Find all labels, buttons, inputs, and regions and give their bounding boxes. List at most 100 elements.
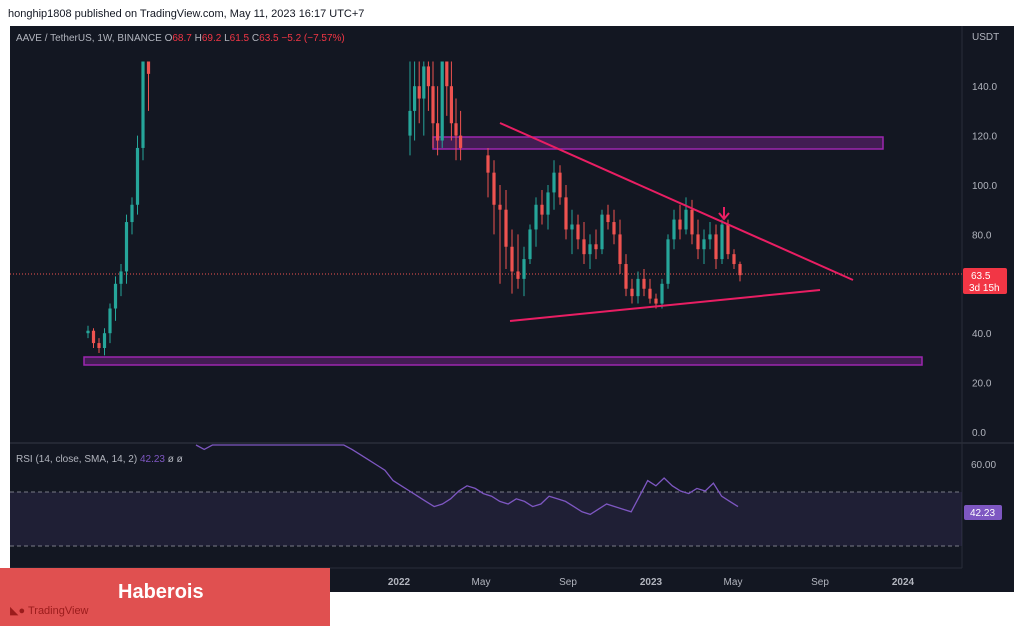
candle-body bbox=[546, 192, 550, 215]
candle-body bbox=[108, 308, 112, 334]
candle-body bbox=[486, 155, 490, 173]
price-badge-countdown: 3d 15h bbox=[969, 283, 1000, 294]
high-value: 69.2 bbox=[201, 33, 222, 44]
candle-body bbox=[408, 110, 412, 136]
candle-body bbox=[570, 224, 574, 230]
candle-body bbox=[630, 288, 634, 297]
down-arrow-icon bbox=[718, 207, 730, 221]
candle-body bbox=[130, 204, 134, 223]
watermark-title: Haberois bbox=[118, 581, 204, 603]
rsi-axis-tick: 60.00 bbox=[971, 460, 996, 471]
open-label: O bbox=[164, 33, 173, 44]
watermark-banner bbox=[0, 568, 330, 626]
candle-body bbox=[522, 259, 526, 279]
close-value: 63.5 bbox=[259, 33, 279, 44]
candle-body bbox=[97, 343, 101, 349]
low-value: 61.5 bbox=[229, 33, 250, 44]
rsi-value: 42.23 bbox=[139, 454, 165, 465]
candle-body bbox=[588, 244, 592, 255]
time-tick-label: 2023 bbox=[640, 577, 663, 588]
candle-body bbox=[576, 224, 580, 240]
tradingview-brand: TradingView bbox=[27, 605, 89, 617]
symbol-legend[interactable]: AAVE / TetherUS, 1W, BINANCE O68.7 H69.2… bbox=[16, 33, 345, 44]
candle-body bbox=[714, 234, 718, 260]
candle-body bbox=[119, 271, 123, 284]
candle-body bbox=[606, 214, 610, 223]
rsi-label: RSI (14, close, SMA, 14, 2) bbox=[16, 454, 138, 465]
rsi-band bbox=[10, 492, 962, 546]
candle-body bbox=[720, 224, 724, 260]
candle-body bbox=[445, 61, 449, 87]
publish-info: honghip1808 published on TradingView.com… bbox=[8, 8, 365, 20]
resistance-zone[interactable] bbox=[432, 136, 884, 150]
candle-body bbox=[113, 283, 118, 309]
candle-body bbox=[431, 86, 435, 124]
time-tick-label: May bbox=[724, 577, 743, 588]
support-zone[interactable] bbox=[83, 356, 923, 366]
candle-body bbox=[492, 172, 496, 205]
triangle-lower-trendline[interactable] bbox=[509, 289, 821, 322]
candle-body bbox=[618, 234, 622, 265]
rsi-extra: ø ø bbox=[167, 454, 183, 465]
candle-body bbox=[612, 222, 616, 235]
low-label: L bbox=[224, 33, 230, 44]
rsi-badge-value: 42.23 bbox=[970, 508, 995, 519]
candle-body bbox=[498, 204, 502, 210]
candle-body bbox=[141, 61, 145, 148]
tradingview-icon: ◣● bbox=[10, 605, 26, 617]
triangle-upper-trendline[interactable] bbox=[499, 122, 854, 281]
time-tick-label: 2022 bbox=[388, 577, 411, 588]
rsi-legend[interactable]: RSI (14, close, SMA, 14, 2) 42.23 ø ø bbox=[16, 454, 183, 465]
price-tick-label: 80.0 bbox=[972, 230, 992, 241]
candle-body bbox=[552, 172, 556, 193]
candle-body bbox=[86, 330, 90, 334]
time-tick-label: 2024 bbox=[892, 577, 915, 588]
price-tick-label: 40.0 bbox=[972, 329, 992, 340]
candle-body bbox=[666, 239, 670, 284]
candle-body bbox=[732, 254, 736, 265]
candle-body bbox=[678, 219, 682, 230]
candle-body bbox=[624, 264, 628, 289]
publish-bar: honghip1808 published on TradingView.com… bbox=[0, 0, 1024, 26]
candle-body bbox=[672, 219, 676, 240]
candle-body bbox=[426, 66, 430, 87]
tradingview-logo: ◣● TradingView bbox=[10, 604, 89, 617]
time-tick-label: Sep bbox=[811, 577, 829, 588]
candle-body bbox=[642, 278, 646, 289]
candle-body bbox=[417, 86, 421, 99]
candle-body bbox=[594, 244, 598, 250]
price-tick-label: 140.0 bbox=[972, 82, 997, 93]
candle-body bbox=[696, 234, 700, 250]
candle-body bbox=[702, 239, 706, 250]
candle-body bbox=[449, 86, 453, 124]
candle-body bbox=[558, 172, 562, 198]
price-axis-unit: USDT bbox=[972, 32, 999, 43]
candle-body bbox=[504, 209, 508, 247]
candle-body bbox=[459, 135, 463, 148]
price-tick-label: 0.0 bbox=[972, 428, 986, 439]
candle-body bbox=[564, 197, 568, 230]
candle-body bbox=[582, 239, 586, 255]
candle-body bbox=[636, 278, 640, 297]
candle-body bbox=[684, 209, 688, 230]
candle-body bbox=[690, 209, 694, 235]
candle-body bbox=[440, 61, 444, 141]
candle-body bbox=[528, 229, 532, 260]
price-tick-label: 120.0 bbox=[972, 132, 997, 143]
candle-body bbox=[510, 246, 514, 272]
candle-body bbox=[654, 298, 658, 304]
candle-body bbox=[91, 330, 96, 344]
candle-body bbox=[708, 234, 712, 240]
price-badge bbox=[963, 268, 1007, 294]
candle-body bbox=[534, 204, 538, 230]
close-label: C bbox=[251, 33, 260, 44]
rsi-badge bbox=[964, 505, 1002, 520]
open-value: 68.7 bbox=[172, 33, 192, 44]
time-tick-label: Sep bbox=[559, 577, 577, 588]
candle-body bbox=[436, 123, 440, 141]
candle-body bbox=[516, 271, 520, 279]
chart-panel[interactable] bbox=[10, 26, 1014, 592]
candle-body bbox=[600, 214, 604, 250]
